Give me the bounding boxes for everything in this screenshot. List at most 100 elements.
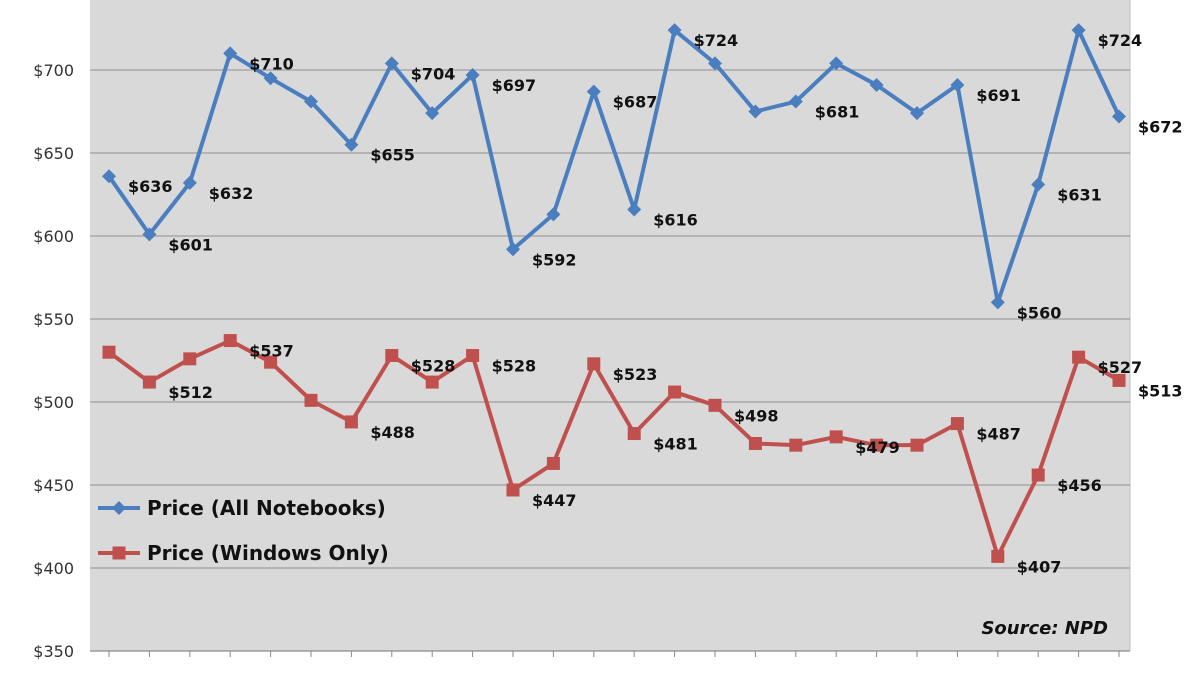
data-label: $592 <box>532 250 577 269</box>
square-marker <box>183 352 197 366</box>
data-label: $479 <box>855 438 900 457</box>
diamond-marker <box>102 169 116 184</box>
data-label: $487 <box>976 425 1021 444</box>
diamond-marker <box>869 77 884 92</box>
diamond-marker <box>425 106 440 121</box>
y-tick-label: $600 <box>33 227 74 246</box>
data-label: $704 <box>411 64 456 83</box>
diamond-marker <box>112 501 126 515</box>
square-marker <box>112 546 126 560</box>
square-marker <box>748 437 762 450</box>
data-label: $697 <box>492 76 537 95</box>
diamond-marker <box>304 94 318 109</box>
square-marker <box>991 549 1005 563</box>
data-label: $498 <box>734 406 779 425</box>
data-label: $636 <box>128 177 173 196</box>
square-marker <box>1112 373 1126 387</box>
data-label: $560 <box>1017 303 1062 322</box>
y-tick-label: $500 <box>33 393 74 412</box>
diamond-marker <box>950 77 965 92</box>
data-label: $512 <box>168 383 213 402</box>
data-label: $407 <box>1017 557 1062 576</box>
data-label: $456 <box>1057 476 1102 495</box>
square-marker <box>102 345 116 359</box>
diamond-marker <box>506 242 520 257</box>
source-note: Source: NPD <box>981 618 1108 639</box>
data-label: $631 <box>1057 186 1102 205</box>
diamond-marker <box>748 104 763 119</box>
y-tick-label: $450 <box>33 476 74 495</box>
data-label: $724 <box>1098 31 1143 50</box>
data-label: $724 <box>694 31 739 50</box>
data-label: $523 <box>613 365 658 384</box>
square-marker <box>910 438 924 452</box>
data-label: $447 <box>532 491 577 510</box>
y-tick-label: $400 <box>33 559 74 578</box>
data-label: $527 <box>1098 358 1143 377</box>
series-line-windows-only <box>107 338 1120 559</box>
square-marker <box>829 430 843 444</box>
data-label: $691 <box>976 86 1021 105</box>
square-marker <box>304 393 318 407</box>
square-marker <box>264 355 278 369</box>
square-marker <box>870 438 884 452</box>
square-marker <box>142 375 156 389</box>
data-label: $672 <box>1138 117 1183 136</box>
data-label: $513 <box>1138 381 1183 400</box>
x-axis-ticks <box>90 650 1130 657</box>
diamond-marker <box>182 175 197 190</box>
square-marker <box>506 483 520 497</box>
square-marker <box>466 349 480 363</box>
diamond-marker <box>465 67 480 82</box>
data-label: $681 <box>815 103 860 122</box>
gridlines <box>90 69 1130 569</box>
square-marker <box>627 427 641 441</box>
diamond-marker <box>1112 109 1126 124</box>
diamond-marker <box>344 137 359 152</box>
diamond-marker <box>788 94 803 109</box>
y-axis-tick-labels: $350$400$450$500$550$600$650$700$750 <box>33 61 74 661</box>
square-marker <box>789 438 803 452</box>
square-marker <box>546 456 560 470</box>
diamond-marker <box>667 23 682 38</box>
diamond-marker <box>627 202 642 217</box>
diamond-marker <box>263 71 278 86</box>
diamond-marker <box>223 46 238 61</box>
diamond-marker <box>910 106 924 121</box>
diamond-marker <box>1071 23 1086 38</box>
data-label: $537 <box>249 342 294 361</box>
square-marker <box>344 415 358 429</box>
data-label: $528 <box>411 357 456 376</box>
y-tick-label: $650 <box>33 144 74 163</box>
series-line-all-notebooks <box>107 28 1121 305</box>
series-group <box>102 23 1126 563</box>
y-tick-label: $350 <box>33 642 74 661</box>
diamond-marker <box>586 84 601 99</box>
data-label: $488 <box>370 423 415 442</box>
square-marker <box>1072 350 1086 364</box>
legend-entry-label: Price (All Notebooks) <box>147 496 386 520</box>
square-marker <box>1031 468 1045 482</box>
square-marker <box>223 334 237 348</box>
square-marker <box>385 349 399 363</box>
diamond-marker <box>829 56 844 71</box>
legend-entry-label: Price (Windows Only) <box>147 541 389 565</box>
data-label: $655 <box>370 146 415 165</box>
legend: Price (All Notebooks) Price (Windows Only… <box>98 496 389 565</box>
data-label: $710 <box>249 54 294 73</box>
diamond-marker <box>1031 177 1046 192</box>
y-tick-label: $550 <box>33 310 74 329</box>
data-label: $601 <box>168 235 213 254</box>
data-label: $481 <box>653 435 698 454</box>
square-marker <box>668 385 682 399</box>
square-marker <box>587 357 601 371</box>
plot-area-background <box>90 0 1130 651</box>
data-label: $528 <box>492 357 537 376</box>
data-labels: $636 $601 $632 $710 $655 $704 $697 $592 $687 $616… <box>128 31 1183 576</box>
data-label: $632 <box>209 184 254 203</box>
data-label: $616 <box>653 210 698 229</box>
square-marker <box>950 417 964 431</box>
square-marker <box>708 398 722 412</box>
diamond-marker <box>142 227 157 242</box>
